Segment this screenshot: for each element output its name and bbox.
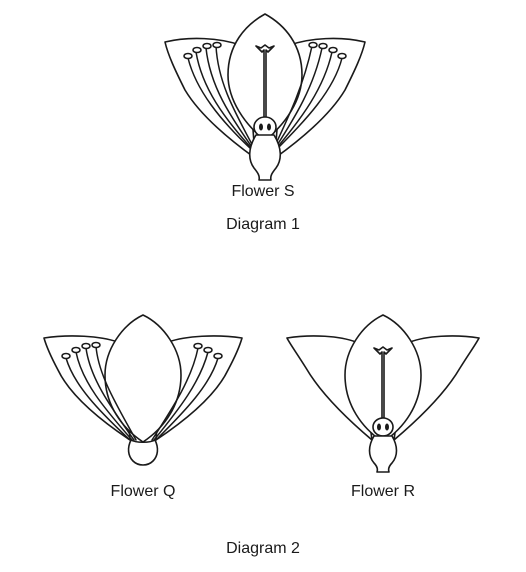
flower-r-pistil <box>372 346 394 437</box>
diagram-1-caption: Diagram 1 <box>226 216 300 233</box>
flower-q-receptacle <box>127 439 159 466</box>
flower-r-receptacle <box>368 435 398 473</box>
flower-s-drawing <box>164 13 366 181</box>
flower-q-drawing <box>43 314 243 466</box>
flower-s-caption: Flower S <box>231 183 294 200</box>
flower-s-pistil <box>253 44 277 138</box>
flower-s-left-stamens <box>183 41 256 151</box>
flower-s-right-stamens <box>272 41 347 151</box>
flower-r-drawing <box>286 314 480 473</box>
flower-q-left-stamens <box>61 341 137 441</box>
flower-q-right-stamens <box>151 342 223 441</box>
diagram-2-caption: Diagram 2 <box>226 540 300 557</box>
flower-s-receptacle <box>248 134 282 181</box>
flower-q-caption: Flower Q <box>111 483 176 500</box>
flower-r-caption: Flower R <box>351 483 415 500</box>
